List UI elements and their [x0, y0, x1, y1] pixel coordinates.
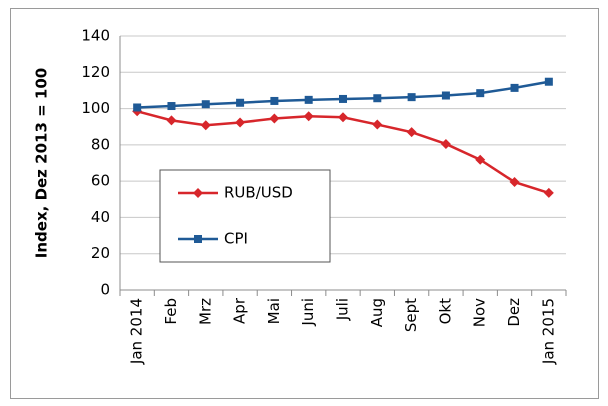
y-axis-label: Index, Dez 2013 = 100 — [33, 68, 51, 258]
x-tick-label: Sept — [402, 298, 420, 332]
y-tick-label: 140 — [81, 27, 110, 45]
marker — [201, 100, 210, 109]
marker — [440, 138, 451, 149]
y-tick-label: 80 — [91, 135, 110, 153]
marker — [407, 93, 416, 102]
legend-label: CPI — [224, 230, 248, 248]
marker — [235, 117, 246, 128]
x-tick-label: Nov — [471, 298, 489, 327]
x-tick-label: Okt — [436, 298, 454, 324]
marker — [441, 91, 450, 100]
marker — [166, 115, 177, 126]
marker — [200, 120, 211, 131]
marker — [510, 83, 519, 92]
x-tick-label: Mai — [265, 298, 283, 324]
marker — [167, 102, 176, 111]
x-tick-label: Aug — [368, 298, 386, 327]
marker — [544, 77, 553, 86]
x-tick-label: Juni — [299, 298, 317, 327]
marker — [269, 113, 280, 124]
marker — [236, 98, 245, 107]
x-tick-label: Feb — [162, 298, 180, 325]
legend-label: RUB/USD — [224, 184, 293, 202]
x-tick-label: Mrz — [196, 298, 214, 325]
marker — [303, 111, 314, 122]
x-tick-label: Juli — [334, 298, 352, 321]
y-tick-label: 120 — [81, 63, 110, 81]
x-tick-label: Apr — [231, 297, 249, 324]
marker — [338, 112, 348, 123]
marker — [406, 127, 417, 138]
marker — [372, 119, 383, 130]
marker — [509, 177, 520, 188]
y-tick-label: 100 — [81, 99, 110, 117]
x-tick-label: Dez — [505, 298, 523, 327]
y-tick-label: 60 — [91, 172, 110, 190]
legend-box — [159, 169, 331, 263]
marker — [194, 235, 202, 243]
marker — [476, 89, 485, 98]
marker — [475, 154, 486, 165]
marker — [373, 94, 382, 103]
marker — [339, 94, 347, 103]
marker — [270, 96, 279, 105]
y-tick-label: 40 — [91, 208, 110, 226]
marker — [193, 188, 203, 198]
marker — [304, 95, 313, 104]
y-tick-label: 0 — [100, 281, 110, 299]
marker — [543, 187, 554, 198]
x-tick-label: Jan 2014 — [128, 298, 146, 365]
y-tick-label: 20 — [91, 244, 110, 262]
x-tick-label: Jan 2015 — [539, 298, 557, 365]
marker — [133, 103, 142, 112]
